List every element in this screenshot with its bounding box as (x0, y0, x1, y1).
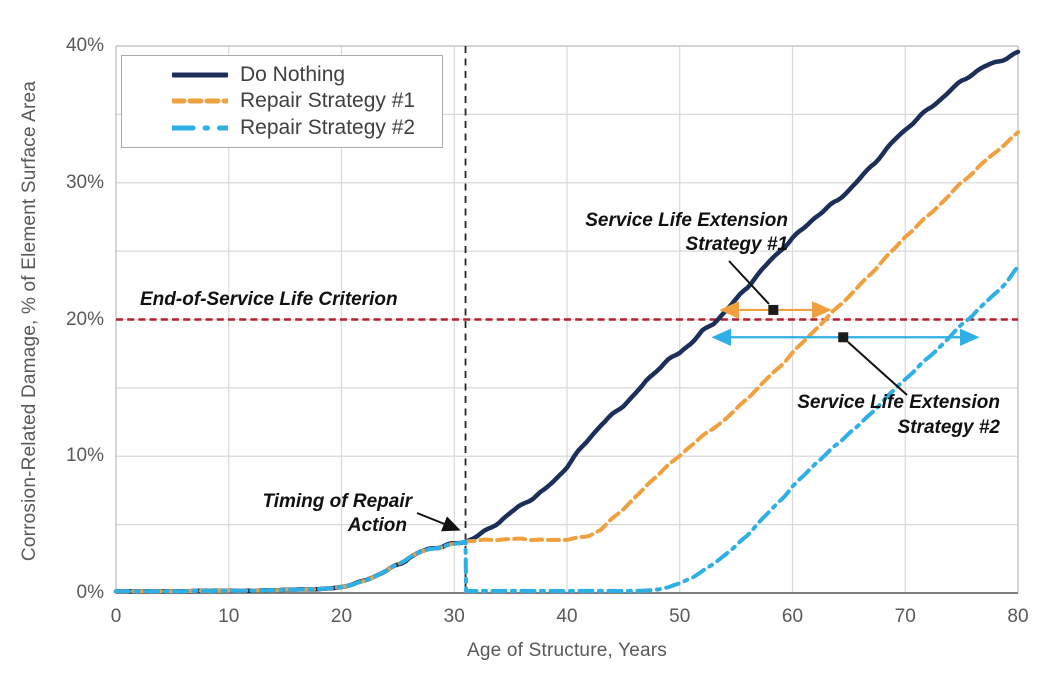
legend-item-repair-strategy-1: Repair Strategy #1 (172, 88, 442, 114)
service-life-extension-2-marker-square (838, 332, 849, 343)
annotation-line: Service Life Extension (797, 392, 1000, 413)
annotation-service-life-extension-2: Service Life Extension Strategy #2 (770, 390, 1000, 440)
line-sample-dashed-icon (172, 98, 228, 104)
series-line-repair-strategy-1 (114, 130, 1020, 594)
x-axis-title: Age of Structure, Years (467, 640, 667, 661)
line-sample-solid-icon (172, 72, 228, 78)
annotation-timing-of-repair: Timing of Repair Action (230, 490, 412, 538)
leader-line-sle2 (847, 341, 908, 396)
legend-label: Repair Strategy #2 (240, 115, 416, 139)
y-tick-label: 10% (65, 445, 104, 467)
x-tick-label: 80 (1007, 606, 1029, 627)
series-line-repair-strategy-2 (114, 264, 1020, 594)
annotation-end-of-service-life: End-of-Service Life Criterion (140, 289, 398, 310)
line-sample-dashdot-icon (172, 125, 228, 131)
x-tick-label: 50 (669, 606, 691, 627)
y-tick-label: 0% (76, 582, 104, 603)
x-tick-label: 0 (110, 606, 122, 627)
x-tick-label: 40 (556, 606, 578, 627)
legend: Do Nothing Repair Strategy #1 Repair Str… (121, 55, 443, 148)
timing-annotation-arrow (416, 512, 461, 532)
y-tick-label: 40% (65, 35, 104, 56)
annotation-line: Service Life Extension (585, 210, 788, 231)
x-tick-label: 20 (330, 606, 353, 627)
x-tick-label: 10 (218, 606, 240, 627)
y-tick-label: 20% (65, 308, 104, 330)
annotation-line: Timing of Repair (262, 491, 412, 512)
annotation-line: Action (347, 515, 407, 536)
annotation-line: Strategy #2 (897, 417, 1000, 438)
y-tick-label: 30% (65, 171, 104, 193)
x-tick-label: 70 (894, 606, 916, 627)
x-tick-label: 30 (443, 606, 465, 627)
legend-item-do-nothing: Do Nothing (172, 62, 442, 88)
service-life-extension-1-marker-square (768, 304, 779, 315)
leader-line-sle1 (728, 260, 770, 305)
legend-label: Repair Strategy #1 (240, 89, 416, 113)
legend-item-repair-strategy-2: Repair Strategy #2 (172, 115, 442, 141)
annotation-service-life-extension-1: Service Life Extension Strategy #1 (560, 209, 788, 257)
x-tick-label: 60 (781, 606, 804, 627)
annotation-line: Strategy #1 (685, 234, 788, 255)
legend-label: Do Nothing (240, 63, 346, 87)
